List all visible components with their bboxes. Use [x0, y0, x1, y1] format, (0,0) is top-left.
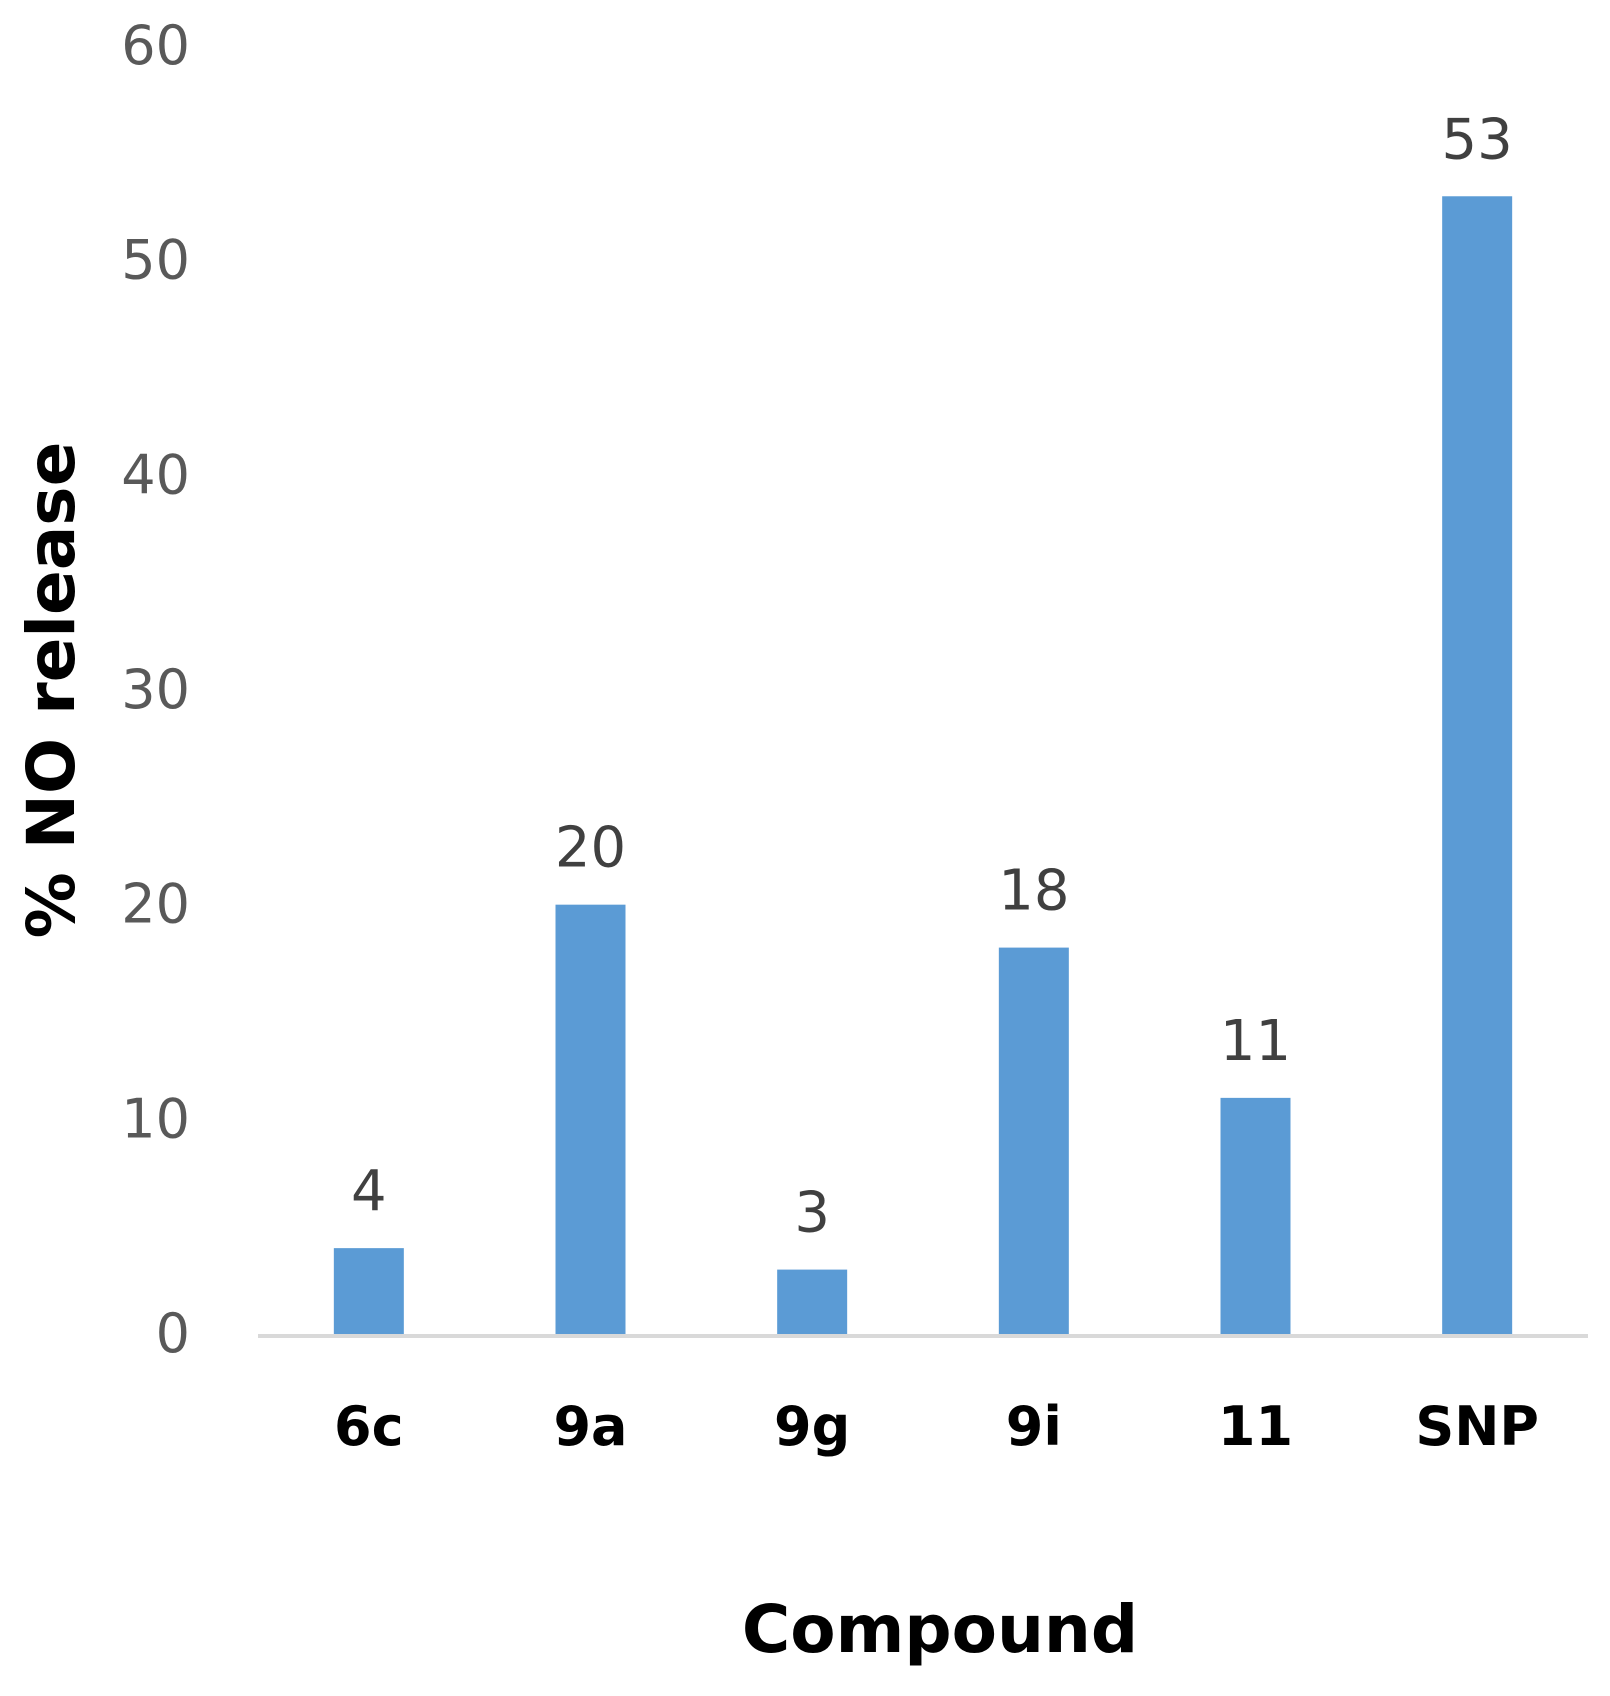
bar-9i: [998, 947, 1069, 1334]
data-labels: 4 20 3 18 11 53: [351, 107, 1513, 1245]
y-axis-title: % NO release: [13, 442, 90, 939]
bar-11: [1220, 1097, 1291, 1334]
y-tick-label: 10: [121, 1087, 190, 1150]
y-tick-label: 50: [121, 229, 190, 292]
y-tick-label: 40: [121, 443, 190, 506]
y-tick-label: 20: [121, 873, 190, 936]
category-label-6c: 6c: [334, 1395, 404, 1458]
x-axis-category-labels: 6c 9a 9g 9i 11 SNP: [334, 1395, 1539, 1458]
data-label-6c: 4: [351, 1159, 387, 1224]
x-axis-title: Compound: [742, 1591, 1138, 1668]
bars: [333, 196, 1513, 1335]
bar-SNP: [1442, 196, 1513, 1335]
data-label-9i: 18: [998, 859, 1069, 924]
category-label-9g: 9g: [774, 1395, 850, 1458]
category-label-9i: 9i: [1006, 1395, 1062, 1458]
data-label-11: 11: [1220, 1009, 1291, 1074]
bar-9a: [555, 904, 626, 1334]
data-label-9g: 3: [794, 1181, 830, 1246]
category-label-11: 11: [1218, 1395, 1293, 1458]
category-label-SNP: SNP: [1415, 1395, 1539, 1458]
y-tick-label: 30: [121, 658, 190, 721]
y-tick-label: 0: [156, 1302, 190, 1365]
data-label-SNP: 53: [1442, 107, 1513, 172]
bar-6c: [333, 1248, 404, 1334]
y-tick-label: 60: [121, 14, 190, 77]
data-label-9a: 20: [555, 816, 626, 881]
category-label-9a: 9a: [553, 1395, 627, 1458]
y-axis-tick-labels: 0 10 20 30 40 50 60: [121, 14, 190, 1365]
bar-9g: [777, 1269, 848, 1334]
